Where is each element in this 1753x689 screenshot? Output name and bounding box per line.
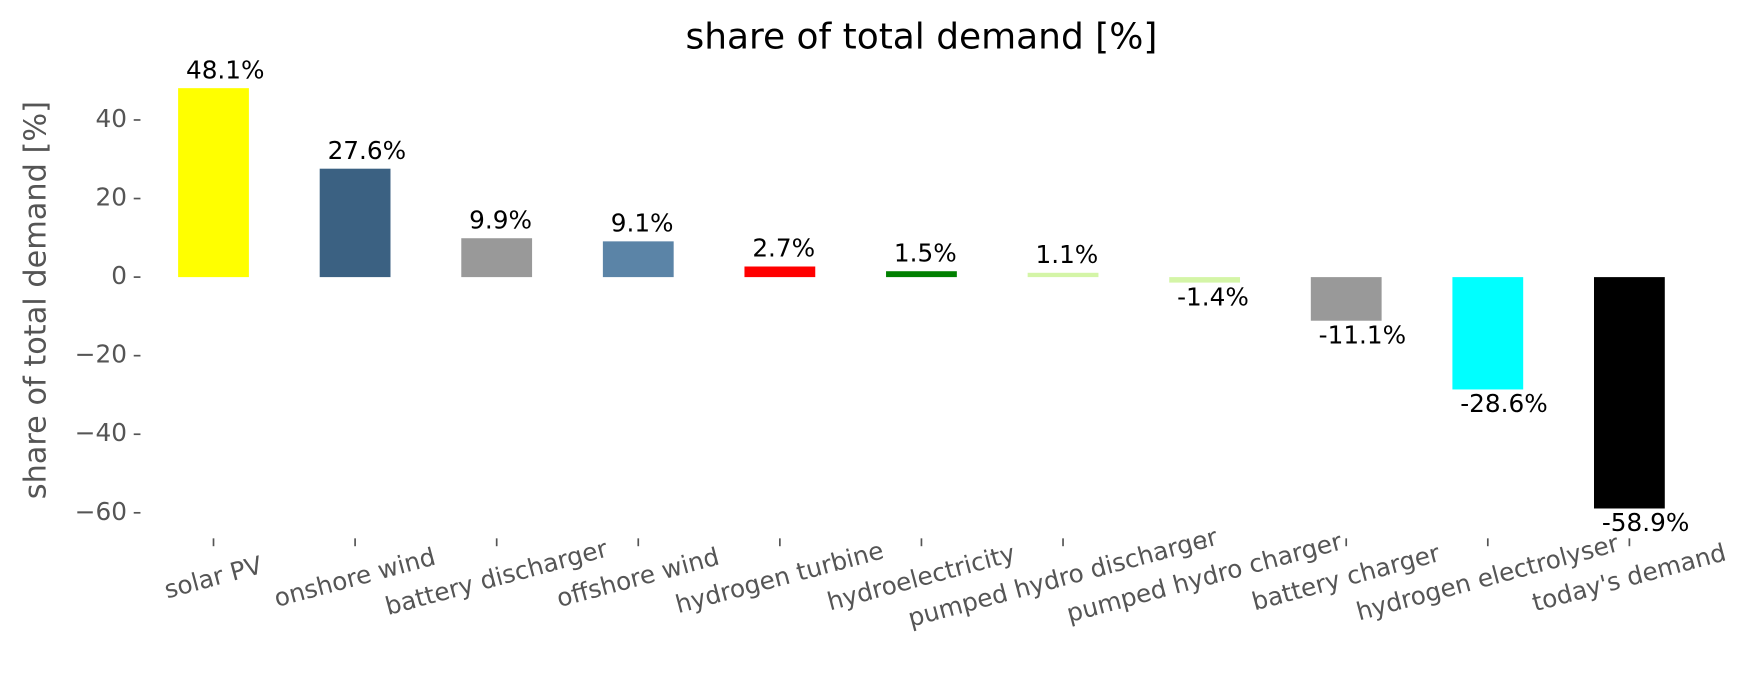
- bar: [886, 271, 957, 278]
- y-tick-label: −60: [75, 497, 127, 526]
- value-label: -11.1%: [1319, 320, 1406, 349]
- value-label: 9.1%: [611, 209, 674, 238]
- x-tick-label: solar PV: [161, 550, 265, 604]
- bar: [1027, 272, 1099, 278]
- value-label: -58.9%: [1602, 508, 1689, 537]
- bar: [1452, 277, 1524, 390]
- y-tick-label: −40: [75, 418, 127, 447]
- value-label: 2.7%: [752, 234, 815, 263]
- y-tick-label: −20: [75, 340, 127, 369]
- value-label: 27.6%: [328, 136, 407, 165]
- y-tick-label: 40: [96, 104, 127, 133]
- bar: [1593, 277, 1665, 509]
- y-tick-label: 0: [111, 261, 127, 290]
- bar: [602, 241, 674, 278]
- y-axis-label: share of total demand [%]: [19, 101, 54, 499]
- bar: [744, 266, 816, 278]
- value-label: 1.5%: [894, 238, 957, 267]
- chart-title: share of total demand [%]: [686, 16, 1158, 57]
- value-label: -1.4%: [1177, 282, 1249, 311]
- bar: [319, 168, 391, 278]
- bar: [461, 238, 533, 278]
- value-label: 1.1%: [1036, 240, 1099, 269]
- value-label: 48.1%: [186, 55, 265, 84]
- bar: [1310, 277, 1382, 321]
- y-tick-label: 20: [96, 183, 127, 212]
- value-label: 9.9%: [469, 205, 532, 234]
- bar: [1169, 277, 1241, 283]
- value-label: -28.6%: [1460, 389, 1547, 418]
- bar: [178, 88, 249, 278]
